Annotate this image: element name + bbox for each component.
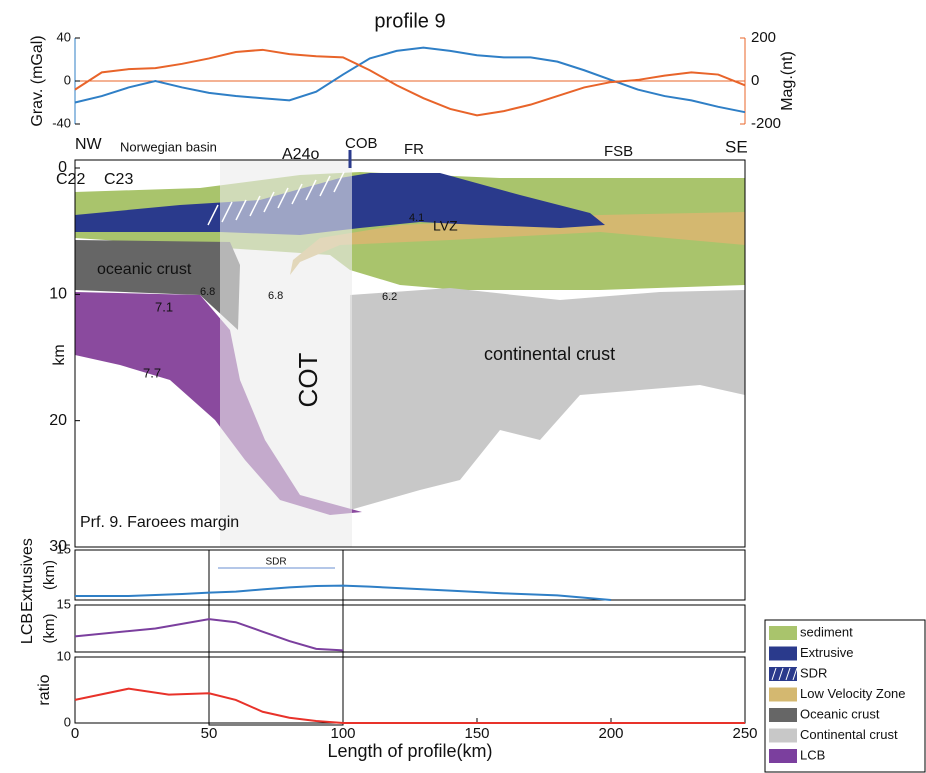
- legend-swatch: [769, 729, 797, 743]
- legend-label: Oceanic crust: [800, 706, 880, 721]
- section-label: A24o: [282, 146, 319, 163]
- section-label: 4.1: [409, 212, 424, 224]
- y-axis-label: ratio: [36, 674, 53, 705]
- section-label: C22: [56, 171, 85, 188]
- section-label: LVZ: [433, 218, 458, 234]
- legend-label: Low Velocity Zone: [800, 686, 906, 701]
- y-axis-label: LCB: [19, 613, 36, 644]
- section-label: continental crust: [484, 344, 615, 364]
- legend-swatch: [769, 708, 797, 722]
- y2-tick-label: -200: [751, 115, 781, 132]
- x-tick-label: 200: [598, 725, 623, 742]
- y-tick-label: 20: [49, 412, 67, 429]
- y-tick-label: 10: [57, 648, 71, 663]
- y-tick-label: 15: [57, 541, 71, 556]
- y2-tick-label: 0: [751, 72, 759, 89]
- section-label: SE: [725, 137, 748, 156]
- section-label: 7.1: [155, 299, 173, 314]
- y2-axis-label: Mag.(nt): [779, 51, 796, 111]
- x-tick-label: 0: [71, 725, 79, 742]
- section-label: FSB: [604, 143, 633, 160]
- legend-label: SDR: [800, 665, 827, 680]
- y-axis-label: Extrusives: [19, 538, 36, 612]
- figure: profile 9-40040-2000200Grav. (mGal)Mag.(…: [0, 0, 926, 773]
- section-label: 6.2: [382, 291, 397, 303]
- y-axis-unit: (km): [41, 614, 58, 644]
- section-label: FR: [404, 141, 424, 158]
- legend-label: Continental crust: [800, 727, 898, 742]
- section-label: COT: [293, 352, 323, 407]
- legend-label: LCB: [800, 747, 825, 762]
- chart-title: profile 9: [374, 10, 445, 32]
- y-tick-label: -40: [52, 115, 71, 130]
- section-label: C23: [104, 171, 133, 188]
- annotation: SDR: [265, 557, 286, 568]
- x-axis-label: Length of profile(km): [327, 741, 492, 761]
- x-tick-label: 150: [464, 725, 489, 742]
- x-tick-label: 250: [732, 725, 757, 742]
- section-label: COB: [345, 135, 378, 152]
- x-tick-label: 50: [201, 725, 218, 742]
- section-label: NW: [75, 136, 103, 153]
- y-tick-label: 10: [49, 286, 67, 303]
- legend-swatch: [769, 749, 797, 763]
- y-axis-label: Grav. (mGal): [29, 35, 46, 126]
- y-tick-label: 15: [57, 596, 71, 611]
- section-label: oceanic crust: [97, 261, 192, 278]
- y-tick-label: 40: [57, 29, 71, 44]
- y-axis-label: km: [51, 344, 68, 365]
- cot-band: [220, 160, 352, 547]
- y-axis-unit: (km): [41, 560, 58, 590]
- section-label: 7.7: [143, 365, 161, 380]
- legend-swatch: [769, 626, 797, 640]
- legend-swatch: [769, 647, 797, 661]
- section-label: 6.8: [200, 286, 215, 298]
- y-tick-label: 0: [64, 72, 71, 87]
- legend-label: sediment: [800, 624, 853, 639]
- legend-label: Extrusive: [800, 645, 853, 660]
- section-label: Prf. 9. Faroees margin: [80, 514, 239, 531]
- x-tick-label: 100: [330, 725, 355, 742]
- legend-swatch: [769, 688, 797, 702]
- section-label: Norwegian basin: [120, 139, 217, 154]
- section-label: 6.8: [268, 290, 283, 302]
- y2-tick-label: 200: [751, 29, 776, 46]
